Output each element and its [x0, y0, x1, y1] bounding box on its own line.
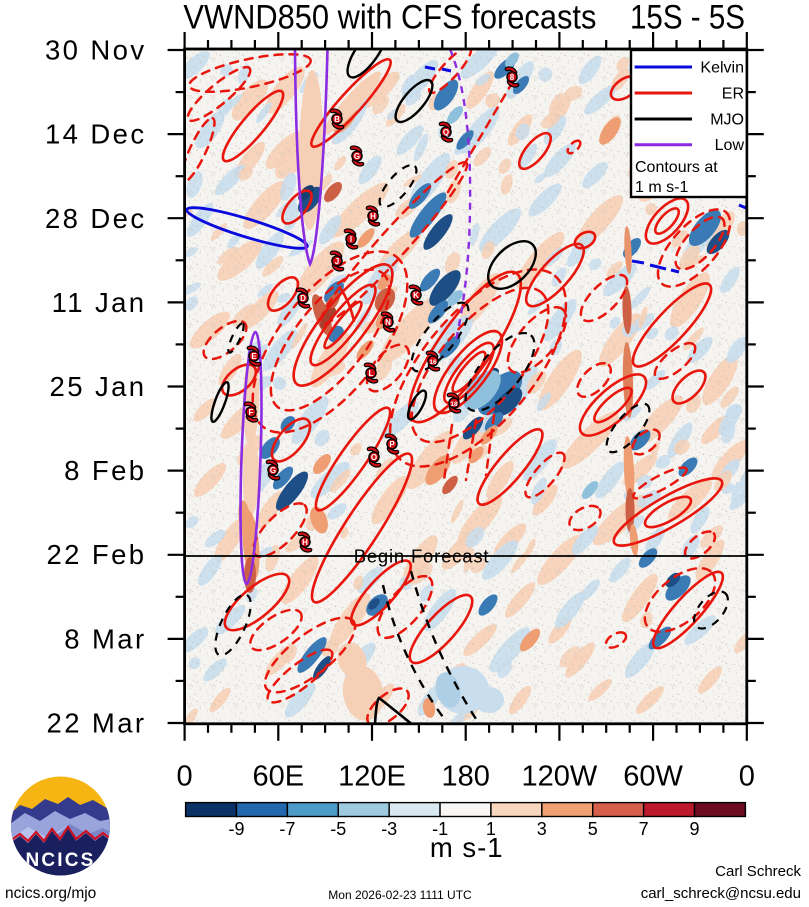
svg-text:7: 7 [639, 819, 649, 839]
svg-text:0: 0 [739, 761, 755, 793]
svg-text:14 Dec: 14 Dec [45, 119, 147, 150]
svg-text:Low: Low [715, 137, 745, 154]
svg-text:60E: 60E [252, 761, 304, 793]
svg-text:22 Feb: 22 Feb [46, 539, 146, 570]
svg-text:H: H [370, 212, 376, 221]
svg-text:VWND850 with CFS forecasts: VWND850 with CFS forecasts [183, 0, 596, 37]
svg-text:L: L [369, 369, 374, 378]
svg-text:1 m s-1: 1 m s-1 [635, 179, 688, 196]
svg-text:25 Jan: 25 Jan [50, 371, 147, 402]
svg-text:22 Mar: 22 Mar [47, 708, 147, 739]
svg-text:P: P [389, 440, 395, 449]
svg-text:O: O [371, 453, 377, 462]
svg-text:8 Feb: 8 Feb [64, 455, 146, 486]
svg-text:-5: -5 [330, 819, 346, 839]
svg-text:Q: Q [443, 128, 449, 137]
svg-text:E: E [251, 352, 257, 361]
svg-text:3: 3 [537, 819, 547, 839]
svg-text:18: 18 [450, 401, 458, 408]
svg-text:28 Dec: 28 Dec [45, 203, 147, 234]
svg-text:Mon 2026-02-23 1111 UTC: Mon 2026-02-23 1111 UTC [328, 888, 472, 902]
svg-text:-9: -9 [228, 819, 244, 839]
svg-text:m s-1: m s-1 [430, 832, 504, 863]
svg-text:J: J [335, 257, 339, 266]
svg-text:8 Mar: 8 Mar [64, 623, 146, 654]
svg-text:-7: -7 [279, 819, 295, 839]
svg-text:60W: 60W [623, 761, 683, 793]
svg-text:30 Nov: 30 Nov [45, 35, 147, 66]
svg-text:1: 1 [486, 819, 496, 839]
svg-text:K: K [413, 291, 419, 300]
svg-text:0: 0 [177, 761, 193, 793]
svg-text:G: G [270, 466, 276, 475]
svg-text:Kelvin: Kelvin [700, 60, 744, 77]
svg-text:D: D [300, 294, 306, 303]
svg-text:120W: 120W [522, 761, 598, 793]
svg-text:G: G [354, 152, 360, 161]
svg-text:9: 9 [689, 819, 699, 839]
svg-text:H: H [302, 538, 308, 547]
svg-text:Begin Forecast: Begin Forecast [354, 546, 490, 567]
svg-text:F: F [249, 408, 254, 417]
svg-text:11 Jan: 11 Jan [52, 287, 147, 318]
svg-text:8: 8 [510, 73, 515, 82]
svg-text:16: 16 [429, 359, 437, 366]
svg-text:ncics.org/mjo: ncics.org/mjo [5, 885, 96, 902]
svg-text:Carl Schreck: Carl Schreck [715, 863, 801, 880]
svg-text:ER: ER [722, 86, 744, 103]
svg-text:B: B [334, 115, 340, 124]
svg-text:MJO: MJO [710, 112, 744, 129]
svg-text:-1: -1 [432, 819, 448, 839]
svg-text:180: 180 [442, 761, 490, 793]
svg-text:N: N [385, 318, 391, 327]
svg-text:NCICS: NCICS [25, 850, 95, 871]
svg-text:Contours at: Contours at [635, 159, 718, 176]
svg-text:5: 5 [588, 819, 598, 839]
svg-text:I: I [350, 235, 352, 244]
svg-text:carl_schreck@ncsu.edu: carl_schreck@ncsu.edu [641, 885, 801, 902]
svg-text:-3: -3 [381, 819, 397, 839]
svg-text:15S - 5S: 15S - 5S [630, 0, 745, 37]
svg-text:120E: 120E [338, 761, 406, 793]
